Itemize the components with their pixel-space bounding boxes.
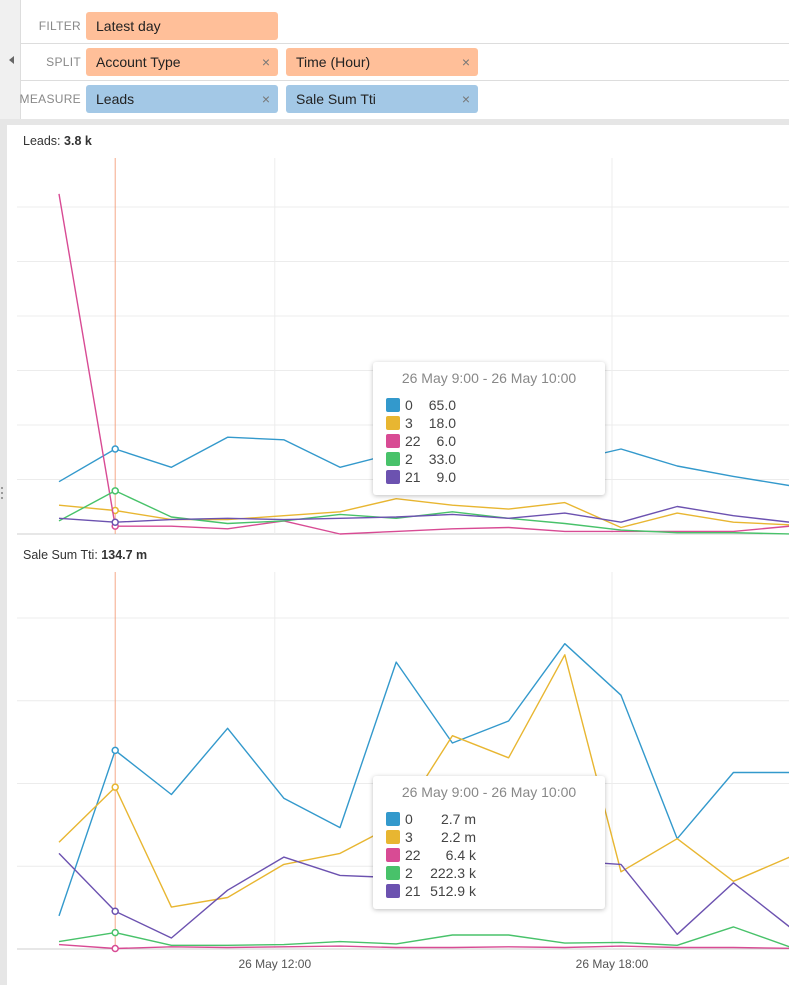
tooltip-value: 222.3 k <box>430 865 476 881</box>
resize-grip-icon[interactable] <box>1 487 4 501</box>
filter-tile-latest-day[interactable]: Latest day <box>86 12 278 40</box>
legend-swatch-icon <box>386 416 400 430</box>
chart-title-sale-sum-tti: Sale Sum Tti: 134.7 m <box>23 548 147 562</box>
tooltip-title: 26 May 9:00 - 26 May 10:00 <box>401 370 577 386</box>
hover-tooltip: 26 May 9:00 - 26 May 10:00 0 65.0 3 18.0 22 6… <box>373 362 605 495</box>
tooltip-segment: 21 <box>405 883 421 899</box>
filter-row: FILTER Latest day <box>21 8 789 44</box>
series-line-22 <box>58 193 789 535</box>
x-axis-tick-label: 26 May 12:00 <box>238 957 311 971</box>
remove-icon[interactable]: × <box>461 91 470 107</box>
chart-title-value: 134.7 m <box>101 548 148 562</box>
series-line-2 <box>58 926 789 948</box>
tooltip-title: 26 May 9:00 - 26 May 10:00 <box>401 784 577 800</box>
collapse-panel-button[interactable] <box>0 0 21 119</box>
split-tile-time-hour[interactable]: Time (Hour) × <box>286 48 478 76</box>
split-row: SPLIT Account Type × Time (Hour) × <box>21 44 789 81</box>
tooltip-value: 65.0 <box>428 397 456 413</box>
measure-tile-sale-sum-tti[interactable]: Sale Sum Tti × <box>286 85 478 113</box>
split-tile-account-type[interactable]: Account Type × <box>86 48 278 76</box>
legend-swatch-icon <box>386 398 400 412</box>
tooltip-segment: 21 <box>405 469 421 485</box>
split-row-label: SPLIT <box>46 55 81 69</box>
hover-point-0 <box>111 746 119 755</box>
remove-icon[interactable]: × <box>261 54 270 70</box>
measure-row-label: MEASURE <box>19 92 81 106</box>
series-line-3 <box>58 498 789 529</box>
chart-title-leads: Leads: 3.8 k <box>23 134 92 148</box>
series-line-3 <box>58 654 789 908</box>
tooltip-segment: 0 <box>405 811 413 827</box>
visualization-panel: Leads: 3.8 k Sale Sum Tti: 134.7 m 26 Ma… <box>7 125 789 985</box>
tooltip-value: 33.0 <box>428 451 456 467</box>
hover-point-2 <box>111 928 119 937</box>
split-tile-label: Time (Hour) <box>296 54 371 70</box>
legend-swatch-icon <box>386 848 400 862</box>
legend-swatch-icon <box>386 470 400 484</box>
tooltip-value: 18.0 <box>428 415 456 431</box>
tooltip-segment: 3 <box>405 829 413 845</box>
tooltip-segment: 2 <box>405 451 413 467</box>
tooltip-segment: 3 <box>405 415 413 431</box>
x-axis-tick-label: 26 May 18:00 <box>576 957 649 971</box>
remove-icon[interactable]: × <box>461 54 470 70</box>
tooltip-value: 2.7 m <box>440 811 476 827</box>
measure-row: MEASURE Leads × Sale Sum Tti × <box>19 81 789 119</box>
tooltip-segment: 0 <box>405 397 413 413</box>
series-line-0 <box>58 643 789 917</box>
remove-icon[interactable]: × <box>261 91 270 107</box>
filter-tile-label: Latest day <box>96 18 161 34</box>
legend-swatch-icon <box>386 452 400 466</box>
legend-swatch-icon <box>386 884 400 898</box>
measure-tile-label: Leads <box>96 91 135 107</box>
tooltip-value: 2.2 m <box>440 829 476 845</box>
series-line-22 <box>58 943 789 950</box>
hover-point-0 <box>111 445 119 453</box>
tooltip-value: 6.0 <box>436 433 456 449</box>
chart-title-label: Leads: <box>23 134 61 148</box>
split-tile-label: Account Type <box>96 54 181 70</box>
hover-point-3 <box>111 783 119 791</box>
hover-point-22 <box>111 944 119 953</box>
tooltip-segment: 22 <box>405 433 421 449</box>
legend-swatch-icon <box>386 434 400 448</box>
series-line-2 <box>58 490 789 535</box>
measure-tile-leads[interactable]: Leads × <box>86 85 278 113</box>
filter-row-label: FILTER <box>38 19 81 33</box>
hover-point-21 <box>111 518 119 526</box>
tooltip-segment: 2 <box>405 865 413 881</box>
collapse-arrow-icon <box>9 56 14 64</box>
chart-title-value: 3.8 k <box>64 134 92 148</box>
tooltip-value: 9.0 <box>436 469 456 485</box>
hover-point-2 <box>111 487 119 495</box>
chart-title-label: Sale Sum Tti: <box>23 548 98 562</box>
legend-swatch-icon <box>386 866 400 880</box>
hover-point-21 <box>111 907 119 916</box>
series-line-21 <box>58 505 789 523</box>
hover-tooltip: 26 May 9:00 - 26 May 10:00 0 2.7 m 3 2.2 m 2… <box>373 776 605 909</box>
filter-panel: FILTER Latest day SPLIT Account Type × T… <box>0 0 789 119</box>
tooltip-value: 512.9 k <box>430 883 476 899</box>
tooltip-value: 6.4 k <box>445 847 476 863</box>
measure-tile-label: Sale Sum Tti <box>296 91 376 107</box>
legend-swatch-icon <box>386 830 400 844</box>
legend-swatch-icon <box>386 812 400 826</box>
tooltip-segment: 22 <box>405 847 421 863</box>
